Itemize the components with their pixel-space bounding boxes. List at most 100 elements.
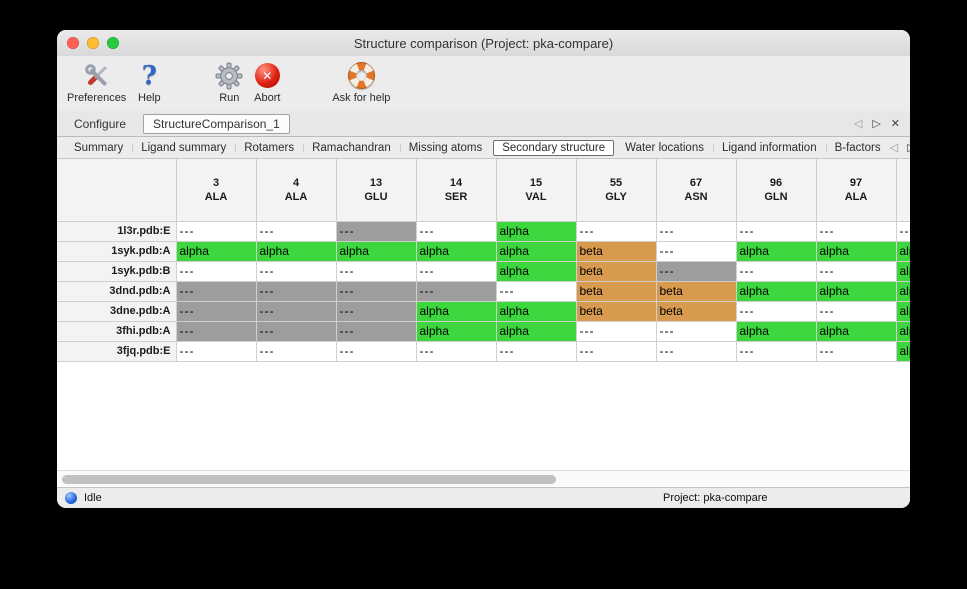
ss-cell-missing: --- [335, 300, 417, 322]
ss-cell-blank: --- [415, 220, 497, 242]
ss-cell-blank: --- [335, 340, 417, 362]
scrollbar-thumb[interactable] [62, 475, 556, 484]
ss-cell-missing: --- [255, 320, 337, 342]
project-label: Project: pka-compare [663, 492, 768, 504]
app-window: Structure comparison (Project: pka-compa… [57, 30, 910, 508]
secondary-structure-table: 3 ALA 4 ALA 13 GLU 14 SER 15 VAL 55 GLY 67 ASN 96 GLN 97… [57, 159, 910, 362]
ss-cell-alpha: alpha [735, 240, 817, 262]
row-header: 1syk.pdb:B [57, 260, 177, 282]
subtab-b-factors[interactable]: B-factors [825, 140, 890, 156]
ss-cell-blank: --- [175, 260, 257, 282]
table-area: 3 ALA 4 ALA 13 GLU 14 SER 15 VAL 55 GLY 67 ASN 96 GLN 97… [57, 159, 910, 470]
residue-number: 13 [369, 176, 383, 189]
ask-for-help-label: Ask for help [332, 92, 391, 104]
table-row: 3fjq.pdb:E---------------------------alp… [57, 340, 910, 362]
ss-cell-alpha: alpha [495, 320, 577, 342]
ss-cell-blank: --- [815, 220, 897, 242]
subtab-rotamers[interactable]: Rotamers [235, 140, 303, 156]
residue-number: 96 [769, 176, 783, 189]
ss-cell-alpha: alpha [495, 300, 577, 322]
ss-cell-blank: --- [415, 260, 497, 282]
ss-cell-blank: --- [415, 340, 497, 362]
table-row: 1l3r.pdb:E --- --- --- --- alpha --- --- --- --- -… [57, 220, 910, 242]
subtab-ligand-information[interactable]: Ligand information [712, 140, 826, 156]
subtab-controls: ◁ ▷ [890, 141, 910, 154]
subtab-water-locations[interactable]: Water locations [625, 141, 704, 154]
ss-cell-alpha: alpha [415, 320, 497, 342]
traffic-lights [67, 37, 119, 49]
column-header: 13 GLU [335, 159, 417, 222]
column-header: 4 ALA [255, 159, 337, 222]
ss-cell-alpha: alpha [815, 280, 897, 302]
ss-cell-blank: --- [655, 340, 737, 362]
preferences-label: Preferences [67, 92, 127, 104]
ss-cell-blank: --- [495, 280, 577, 302]
ss-cell-alpha: alpha [335, 240, 417, 262]
ss-cell-blank: --- [735, 340, 817, 362]
ss-cell-blank: --- [575, 220, 657, 242]
tab-prev-icon[interactable]: ◁ [853, 118, 863, 130]
ss-cell-blank: --- [815, 300, 897, 322]
residue-name: ALA [204, 190, 228, 203]
residue-number: 67 [689, 176, 703, 189]
ss-cell-alpha: alpha [895, 240, 910, 262]
ss-cell-alpha: alpha [495, 220, 577, 242]
statusbar: Idle Project: pka-compare [57, 487, 910, 508]
subtab-secondary-structure[interactable]: Secondary structure [493, 139, 615, 156]
residue-number: 3 [212, 176, 220, 189]
status-ball-icon [65, 492, 77, 504]
subtab-next-icon[interactable]: ▷ [907, 141, 910, 154]
ss-cell-alpha: alpha [895, 300, 910, 322]
subtab-summary[interactable]: Summary [74, 141, 124, 154]
tab-configure[interactable]: Configure [74, 116, 127, 131]
ss-cell-alpha: alpha [415, 240, 497, 262]
ask-for-help-button[interactable]: Ask for help [332, 59, 390, 104]
subtab-prev-icon[interactable]: ◁ [889, 142, 899, 154]
ss-cell-alpha: alpha [735, 320, 817, 342]
status-text: Idle [84, 492, 102, 504]
row-header: 1syk.pdb:A [57, 240, 177, 262]
ss-cell-beta: beta [575, 300, 657, 322]
column-header: 67 ASN [655, 159, 737, 222]
zoom-button[interactable] [107, 37, 119, 49]
ss-cell-blank: --- [655, 220, 737, 242]
tab-close-icon[interactable]: ✕ [890, 118, 900, 130]
residue-number: 97 [849, 176, 863, 189]
horizontal-scrollbar[interactable] [57, 470, 910, 487]
ss-cell-blank: --- [495, 340, 577, 362]
abort-icon: ✕ [252, 59, 282, 92]
subtab-ramachandran[interactable]: Ramachandran [303, 140, 400, 156]
ss-cell-missing: --- [175, 280, 257, 302]
tab-structurecomparison-1[interactable]: StructureComparison_1 [143, 113, 290, 134]
help-label: Help [138, 92, 161, 104]
row-header: 3dnd.pdb:A [57, 280, 177, 302]
close-button[interactable] [67, 37, 79, 49]
run-button[interactable]: Run [214, 59, 244, 104]
residue-number: 55 [609, 176, 623, 189]
ss-cell-beta: beta [575, 260, 657, 282]
column-header: 3 ALA [175, 159, 257, 222]
ss-cell-beta: beta [655, 280, 737, 302]
question-icon: ? [141, 60, 157, 91]
subtabs: Summary Ligand summary Rotamers Ramachandra… [65, 139, 890, 156]
tab-next-icon[interactable]: ▷ [872, 118, 881, 130]
residue-name: GLY [605, 190, 627, 203]
column-header: 15 VAL [495, 159, 577, 222]
preferences-button[interactable]: Preferences [67, 59, 126, 104]
minimize-button[interactable] [87, 37, 99, 49]
row-header: 1l3r.pdb:E [57, 220, 177, 242]
abort-button[interactable]: ✕ Abort [252, 59, 282, 104]
column-header: 55 GLY [575, 159, 657, 222]
titlebar[interactable]: Structure comparison (Project: pka-compa… [57, 30, 910, 56]
column-header: 97 ALA [815, 159, 897, 222]
subtab-ligand-summary[interactable]: Ligand summary [132, 140, 235, 156]
subtab-missing-atoms[interactable]: Missing atoms [399, 140, 492, 156]
help-button[interactable]: ? Help [134, 59, 164, 105]
ss-cell-beta: beta [575, 240, 657, 262]
row-header: 3dne.pdb:A [57, 300, 177, 322]
ss-cell-missing: --- [175, 320, 257, 342]
tools-icon [82, 59, 112, 92]
residue-name: VAL [525, 190, 547, 203]
ss-cell-blank: --- [655, 320, 737, 342]
ss-cell-alpha: alpha [175, 240, 257, 262]
